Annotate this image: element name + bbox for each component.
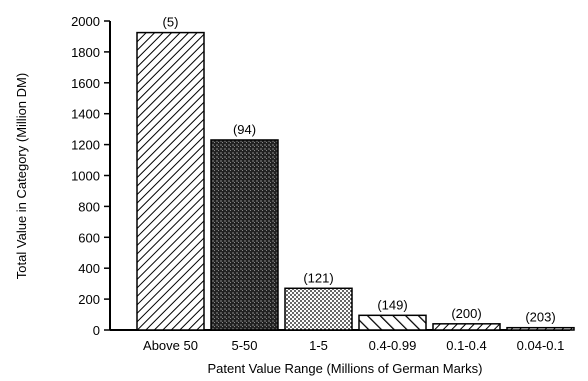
count-annotation: (94) xyxy=(233,122,256,137)
count-annotation: (200) xyxy=(451,306,481,321)
x-category-label: 1-5 xyxy=(309,338,328,353)
count-annotation: (5) xyxy=(163,15,179,30)
count-annotation: (203) xyxy=(525,310,555,325)
bars xyxy=(136,31,575,331)
y-tick-label: 1800 xyxy=(71,45,100,60)
bar-0 xyxy=(136,31,205,331)
y-axis-title: Total Value in Category (Million DM) xyxy=(14,73,29,279)
x-category-label: 0.04-0.1 xyxy=(517,338,565,353)
y-tick-label: 800 xyxy=(78,199,100,214)
count-annotation: (121) xyxy=(303,270,333,285)
bar-4 xyxy=(432,323,501,331)
y-tick-label: 2000 xyxy=(71,14,100,29)
y-tick-label: 400 xyxy=(78,261,100,276)
bar-5 xyxy=(506,326,575,331)
bar-3 xyxy=(358,314,427,331)
x-category-label: 0.4-0.99 xyxy=(369,338,417,353)
y-ticks: 0 200 400 600 800 1000 1200 1400 1600 1800 2000 xyxy=(71,14,110,338)
y-tick-label: 1400 xyxy=(71,107,100,122)
count-annotations: (5) (94) (121) (149) (200) (203) xyxy=(163,15,556,325)
y-tick-label: 200 xyxy=(78,292,100,307)
x-category-label: Above 50 xyxy=(143,338,198,353)
bar-2 xyxy=(284,287,353,331)
y-tick-label: 1600 xyxy=(71,76,100,91)
x-category-label: 0.1-0.4 xyxy=(446,338,486,353)
y-tick-label: 1000 xyxy=(71,169,100,184)
y-tick-label: 600 xyxy=(78,230,100,245)
x-category-label: 5-50 xyxy=(231,338,257,353)
y-tick-label: 1200 xyxy=(71,138,100,153)
x-axis-title: Patent Value Range (Millions of German M… xyxy=(207,361,482,376)
bar-1 xyxy=(210,139,279,331)
count-annotation: (149) xyxy=(377,297,407,312)
y-tick-label: 0 xyxy=(93,323,100,338)
x-category-labels: Above 50 5-50 1-5 0.4-0.99 0.1-0.4 0.04-0.1 xyxy=(143,338,564,353)
